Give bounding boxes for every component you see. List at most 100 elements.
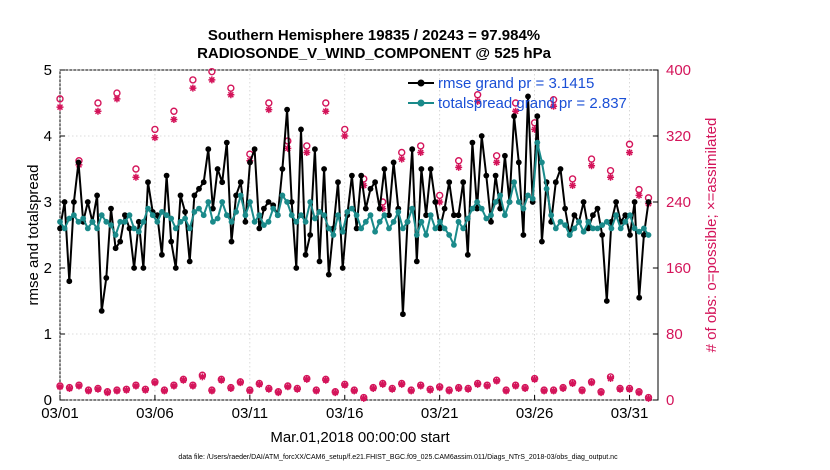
totalspread-point — [94, 225, 100, 232]
rmse-point — [126, 225, 133, 232]
totalspread-point — [349, 205, 355, 212]
obs-possible-point — [435, 191, 444, 200]
rmse-point — [525, 93, 531, 100]
totalspread-point — [571, 225, 578, 232]
totalspread-point — [237, 192, 244, 199]
totalspread-point — [274, 212, 281, 219]
obs-assimilated-point — [417, 149, 425, 156]
totalspread-point — [641, 225, 647, 232]
obs-assimilated-point — [578, 387, 586, 395]
rmse-point — [571, 212, 578, 219]
totalspread-point — [515, 199, 522, 205]
rmse-point — [335, 179, 341, 186]
rmse-point — [205, 146, 212, 153]
totalspread-point — [525, 192, 531, 199]
obs-assimilated-point — [94, 107, 102, 115]
rmse-point — [515, 159, 522, 166]
totalspread-point — [511, 179, 517, 186]
obs-assimilated-point — [550, 102, 558, 110]
obs-assimilated-point — [388, 385, 396, 393]
totalspread-point — [261, 222, 267, 229]
obs-assimilated-point — [208, 76, 216, 84]
rmse-point — [446, 179, 453, 186]
totalspread-point — [413, 232, 420, 238]
rmse-point — [451, 212, 457, 219]
obs-assimilated-point — [540, 387, 548, 395]
obs-assimilated-point — [436, 384, 444, 392]
rmse-point — [362, 205, 369, 212]
totalspread-point — [214, 215, 221, 222]
rmse-point — [186, 258, 193, 265]
rmse-point — [219, 179, 226, 186]
obs-possible-point — [303, 142, 311, 150]
rmse-point — [636, 294, 643, 301]
obs-assimilated-point — [227, 384, 235, 392]
rmse-point — [279, 166, 286, 172]
obs-possible-point — [606, 166, 615, 175]
rmse-point — [358, 172, 365, 179]
obs-assimilated-point — [227, 91, 235, 99]
totalspread-point — [307, 199, 314, 205]
rmse-point — [298, 126, 304, 133]
obs-assimilated-point — [265, 106, 273, 114]
legend-spread-marker — [417, 99, 425, 107]
totalspread-point — [622, 218, 629, 225]
totalspread-point — [404, 218, 411, 225]
totalspread-point — [469, 205, 476, 212]
totalspread-point — [353, 212, 360, 219]
rmse-point — [339, 265, 346, 271]
x-tick-label: 03/31 — [611, 405, 649, 422]
obs-assimilated-point — [369, 384, 377, 392]
obs-assimilated-point — [103, 389, 111, 397]
y-left-tick-label: 4 — [44, 128, 52, 145]
rmse-point — [163, 172, 170, 179]
totalspread-point — [613, 212, 619, 219]
rmse-point — [242, 218, 249, 225]
totalspread-point — [483, 215, 490, 222]
totalspread-point — [325, 225, 332, 232]
rmse-point — [590, 212, 596, 219]
obs-assimilated-point — [559, 384, 567, 392]
totalspread-point — [557, 218, 564, 225]
totalspread-point — [247, 199, 253, 205]
rmse-point — [261, 205, 267, 212]
rmse-point — [191, 192, 198, 199]
totalspread-point — [172, 225, 179, 232]
totalspread-point — [603, 218, 610, 225]
rmse-point — [325, 271, 332, 278]
rmse-point — [112, 245, 119, 252]
rmse-point — [228, 238, 235, 245]
totalspread-point — [409, 205, 416, 212]
totalspread-point — [265, 218, 272, 225]
totalspread-point — [205, 199, 212, 205]
totalspread-point — [627, 212, 633, 219]
obs-assimilated-point — [303, 149, 311, 156]
totalspread-point — [552, 225, 559, 232]
totalspread-point — [330, 232, 337, 238]
rmse-point — [641, 232, 647, 238]
x-tick-label: 03/21 — [421, 405, 459, 422]
obs-assimilated-point — [493, 377, 501, 385]
totalspread-point — [135, 228, 142, 235]
obs-assimilated-point — [151, 379, 159, 387]
obs-assimilated-point — [588, 162, 596, 170]
y-axis-left-label: rmse and totalspread — [25, 165, 42, 306]
y-left-tick-label: 1 — [44, 326, 52, 343]
rmse-point — [302, 251, 309, 258]
rmse-point — [117, 238, 124, 245]
totalspread-point — [149, 212, 156, 219]
obs-assimilated-point — [189, 382, 197, 390]
totalspread-point — [539, 159, 545, 166]
totalspread-point — [159, 209, 165, 215]
rmse-point — [502, 152, 508, 159]
rmse-point — [94, 192, 100, 199]
totalspread-point — [131, 225, 138, 232]
obs-possible-point — [416, 142, 425, 150]
rmse-point — [580, 199, 587, 205]
totalspread-point — [66, 215, 73, 222]
obs-assimilated-point — [360, 182, 368, 189]
totalspread-point — [437, 218, 443, 225]
totalspread-point — [400, 225, 406, 232]
obs-assimilated-point — [246, 387, 254, 395]
